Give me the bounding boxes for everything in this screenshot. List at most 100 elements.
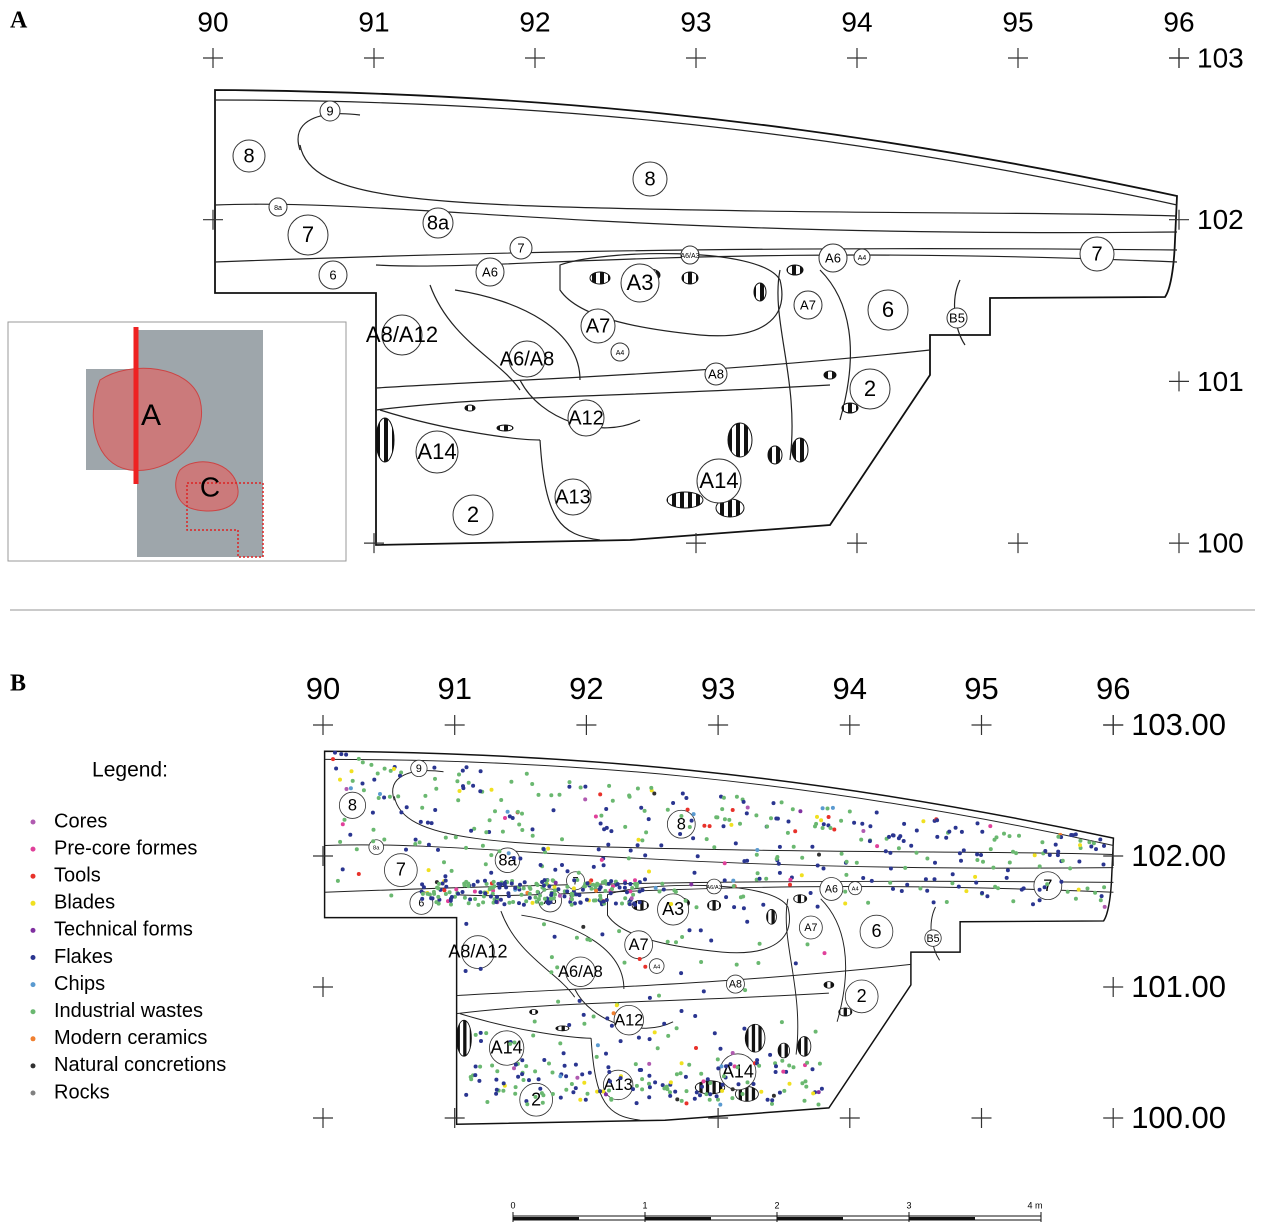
unit-label: 7	[302, 222, 314, 247]
find-point	[996, 886, 1000, 890]
find-point	[594, 815, 598, 819]
find-point	[555, 965, 559, 969]
find-point	[531, 834, 535, 838]
find-point	[581, 925, 585, 929]
figure: A B A C Legend: 9888a78a76A6A6/A3A3A6A47…	[0, 0, 1269, 1223]
find-point	[950, 881, 954, 885]
find-point	[644, 830, 648, 834]
find-point	[583, 785, 587, 789]
find-point	[534, 1095, 538, 1099]
find-point	[778, 871, 782, 875]
find-point	[619, 1076, 623, 1080]
find-point	[722, 796, 726, 800]
find-point	[549, 897, 553, 901]
find-point	[516, 1075, 520, 1079]
find-point	[627, 856, 631, 860]
unit-label: A6/A8	[558, 963, 603, 981]
find-point	[1099, 898, 1103, 902]
find-point	[361, 760, 365, 764]
find-point	[741, 1092, 745, 1096]
find-point	[607, 784, 611, 788]
find-point	[1011, 899, 1015, 903]
scale-segment	[645, 1217, 711, 1220]
find-point	[503, 816, 507, 820]
find-point	[643, 809, 647, 813]
layer-boundary	[821, 899, 846, 1022]
grid-cross	[203, 210, 223, 230]
find-point	[489, 871, 493, 875]
find-point	[348, 833, 352, 837]
find-point	[522, 903, 526, 907]
find-point	[525, 772, 529, 776]
find-point	[1086, 887, 1090, 891]
find-point	[339, 752, 343, 756]
find-point	[735, 795, 739, 799]
find-point	[702, 989, 706, 993]
find-point	[585, 937, 589, 941]
find-point	[724, 895, 728, 899]
find-point	[603, 879, 607, 883]
find-point	[456, 892, 460, 896]
find-point	[1078, 843, 1082, 847]
find-point	[792, 845, 796, 849]
find-point	[866, 901, 870, 905]
scale-label: 2	[774, 1200, 779, 1210]
find-point	[831, 806, 835, 810]
x-tick-label: 92	[519, 6, 550, 37]
find-point	[493, 809, 497, 813]
x-tick-label: 92	[569, 671, 603, 706]
x-tick-label: 90	[197, 6, 228, 37]
striped-feature	[465, 405, 475, 411]
find-point	[680, 935, 684, 939]
find-point	[522, 886, 526, 890]
find-point	[607, 882, 611, 886]
find-point	[580, 1072, 584, 1076]
unit-label: 2	[864, 376, 876, 401]
find-point	[731, 879, 735, 883]
find-point	[542, 847, 546, 851]
find-point	[559, 1096, 563, 1100]
find-point	[490, 788, 494, 792]
find-point	[688, 928, 692, 932]
find-point	[560, 837, 564, 841]
find-point	[578, 1098, 582, 1102]
find-point	[643, 877, 647, 881]
find-point	[742, 906, 746, 910]
find-point	[553, 868, 557, 872]
find-point	[684, 899, 688, 903]
find-point	[524, 1064, 528, 1068]
find-point	[498, 849, 502, 853]
find-point	[1092, 841, 1096, 845]
find-point	[1056, 850, 1060, 854]
find-point	[729, 823, 733, 827]
find-point	[552, 808, 556, 812]
grid-cross	[1008, 48, 1028, 68]
find-point	[722, 1074, 726, 1078]
find-point	[800, 873, 804, 877]
find-point	[1054, 843, 1058, 847]
find-point	[404, 848, 408, 852]
find-point	[732, 905, 736, 909]
unit-label: 7	[517, 240, 524, 255]
legend-label: Pre-core formes	[54, 837, 197, 859]
find-point	[1059, 880, 1063, 884]
find-point	[653, 1030, 657, 1034]
find-point	[634, 1062, 638, 1066]
find-point	[592, 1015, 596, 1019]
striped-feature	[767, 909, 777, 924]
find-point	[614, 902, 618, 906]
unit-label: A8/A12	[448, 942, 507, 962]
find-point	[422, 885, 426, 889]
find-point	[693, 1097, 697, 1101]
find-point	[420, 806, 424, 810]
unit-label: A7	[804, 922, 817, 934]
find-point	[553, 893, 557, 897]
find-point	[577, 871, 581, 875]
striped-feature	[778, 1043, 789, 1058]
find-point	[572, 878, 576, 882]
find-point	[520, 828, 524, 832]
find-point	[755, 853, 759, 857]
find-point	[436, 895, 440, 899]
find-point	[474, 1065, 478, 1069]
find-point	[925, 857, 929, 861]
